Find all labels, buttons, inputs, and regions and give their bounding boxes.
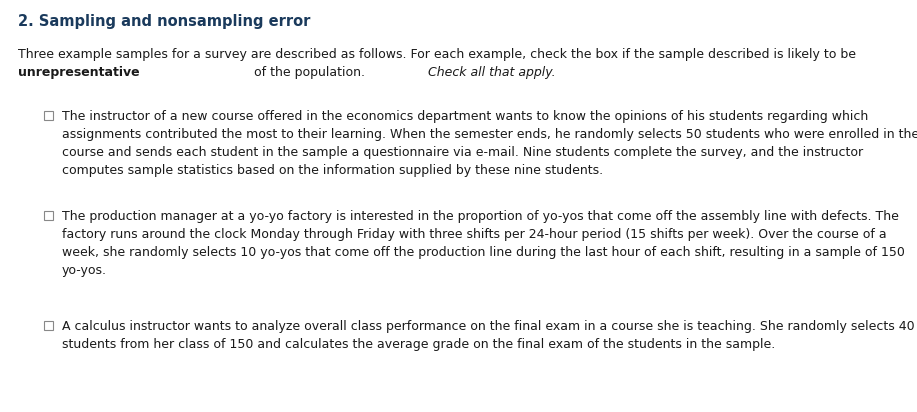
Text: of the population.: of the population.	[250, 66, 370, 79]
Text: students from her class of 150 and calculates the average grade on the final exa: students from her class of 150 and calcu…	[62, 338, 775, 351]
Text: A calculus instructor wants to analyze overall class performance on the final ex: A calculus instructor wants to analyze o…	[62, 320, 914, 333]
Text: yo-yos.: yo-yos.	[62, 264, 107, 277]
Text: unrepresentative: unrepresentative	[18, 66, 139, 79]
Bar	[44, 111, 53, 120]
Bar	[44, 321, 53, 330]
Text: Check all that apply.: Check all that apply.	[427, 66, 555, 79]
Text: 2. Sampling and nonsampling error: 2. Sampling and nonsampling error	[18, 14, 310, 29]
Text: course and sends each student in the sample a questionnaire via e-mail. Nine stu: course and sends each student in the sam…	[62, 146, 863, 159]
Text: week, she randomly selects 10 yo-yos that come off the production line during th: week, she randomly selects 10 yo-yos tha…	[62, 246, 905, 259]
Text: Three example samples for a survey are described as follows. For each example, c: Three example samples for a survey are d…	[18, 48, 856, 61]
Text: computes sample statistics based on the information supplied by these nine stude: computes sample statistics based on the …	[62, 164, 603, 177]
Text: assignments contributed the most to their learning. When the semester ends, he r: assignments contributed the most to thei…	[62, 128, 917, 141]
Bar	[44, 211, 53, 220]
Text: factory runs around the clock Monday through Friday with three shifts per 24-hou: factory runs around the clock Monday thr…	[62, 228, 887, 241]
Text: The production manager at a yo-yo factory is interested in the proportion of yo-: The production manager at a yo-yo factor…	[62, 210, 899, 223]
Text: The instructor of a new course offered in the economics department wants to know: The instructor of a new course offered i…	[62, 110, 868, 123]
